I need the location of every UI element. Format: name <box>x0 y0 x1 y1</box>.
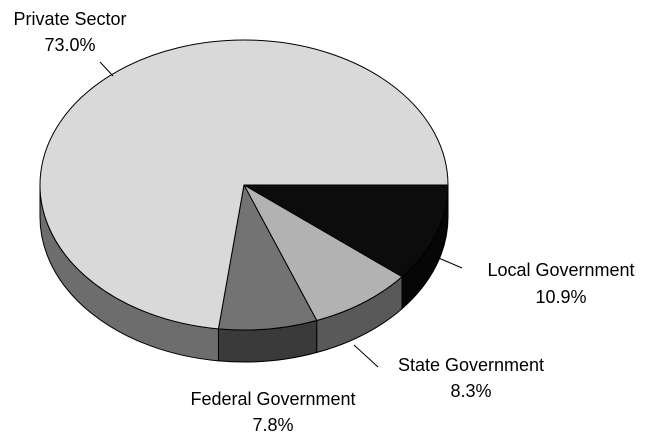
category-label: Local Government <box>487 260 634 280</box>
category-label: Private Sector <box>13 9 126 29</box>
slice <box>242 183 403 322</box>
slice <box>39 39 449 330</box>
value-label: 7.8% <box>252 415 293 435</box>
category-label: State Government <box>398 355 544 375</box>
leader-line <box>433 255 463 269</box>
leader-line <box>99 61 114 77</box>
pie <box>39 39 449 363</box>
slice <box>217 183 318 331</box>
slice <box>242 184 449 278</box>
leader-line <box>353 344 379 368</box>
value-label: 73.0% <box>44 35 95 55</box>
value-label: 10.9% <box>535 287 586 307</box>
value-label: 8.3% <box>450 381 491 401</box>
category-label: Federal Government <box>190 389 355 409</box>
